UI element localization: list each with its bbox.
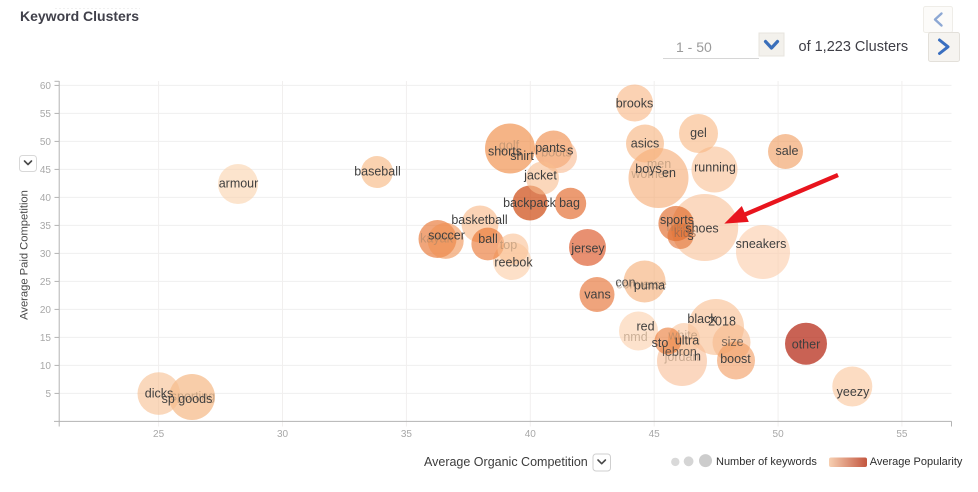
svg-text:brooks: brooks — [616, 97, 654, 111]
svg-text:40: 40 — [525, 429, 537, 440]
svg-text:25: 25 — [40, 277, 52, 288]
svg-text:reebok: reebok — [494, 256, 533, 270]
svg-text:golf: golf — [499, 139, 520, 153]
svg-text:40: 40 — [40, 193, 52, 204]
svg-text:sports: sports — [660, 213, 694, 227]
svg-text:nike: nike — [667, 220, 690, 234]
svg-text:boost: boost — [720, 352, 751, 366]
svg-text:baseball: baseball — [354, 165, 401, 179]
svg-text:sale: sale — [776, 144, 799, 158]
svg-text:55: 55 — [896, 429, 908, 440]
svg-text:kayak: kayak — [420, 232, 453, 246]
svg-text:dicks: dicks — [145, 387, 173, 401]
svg-text:1 - 50: 1 - 50 — [676, 39, 712, 55]
svg-text:25: 25 — [153, 429, 165, 440]
svg-text:basketball: basketball — [451, 213, 507, 227]
svg-text:vans: vans — [584, 288, 610, 302]
svg-text:10: 10 — [40, 361, 52, 372]
svg-text:45: 45 — [649, 429, 661, 440]
svg-text:Keyword Clusters: Keyword Clusters — [20, 8, 139, 24]
svg-text:size: size — [721, 335, 743, 349]
svg-text:puma: puma — [634, 279, 665, 293]
svg-text:35: 35 — [401, 429, 413, 440]
svg-text:30: 30 — [277, 429, 289, 440]
svg-text:women: women — [630, 167, 671, 181]
svg-text:50: 50 — [773, 429, 785, 440]
svg-text:soccer: soccer — [428, 229, 465, 243]
svg-text:shirt: shirt — [510, 149, 534, 163]
svg-text:red: red — [636, 320, 654, 334]
svg-text:backpack: backpack — [503, 196, 557, 210]
svg-text:5: 5 — [45, 389, 51, 400]
svg-text:Average Organic Competition: Average Organic Competition — [424, 455, 588, 469]
svg-text:s: s — [687, 229, 693, 243]
svg-text:sneakers: sneakers — [736, 237, 787, 251]
svg-text:15: 15 — [40, 333, 52, 344]
svg-text:other: other — [792, 338, 821, 352]
svg-text:of 1,223 Clusters: of 1,223 Clusters — [799, 39, 909, 55]
svg-text:white: white — [667, 329, 697, 343]
svg-text:sp goods: sp goods — [162, 392, 213, 406]
svg-text:45: 45 — [40, 165, 52, 176]
svg-text:20: 20 — [40, 305, 52, 316]
svg-text:pants: pants — [535, 141, 566, 155]
svg-text:jordan: jordan — [664, 350, 700, 364]
svg-text:jersey: jersey — [570, 242, 605, 256]
svg-text:sporting: sporting — [171, 390, 216, 404]
svg-text:shorts: shorts — [488, 145, 522, 159]
svg-text:nmd: nmd — [623, 330, 647, 344]
svg-text:Average Popularity: Average Popularity — [870, 456, 963, 468]
svg-text:boys: boys — [635, 162, 661, 176]
svg-text:55: 55 — [40, 109, 52, 120]
svg-text:sto: sto — [652, 336, 669, 350]
svg-text:asics: asics — [631, 137, 659, 151]
svg-text:Number of keywords: Number of keywords — [716, 456, 817, 468]
svg-text:kids: kids — [674, 226, 696, 240]
svg-text:s: s — [567, 144, 573, 158]
svg-text:35: 35 — [40, 221, 52, 232]
svg-text:Average Paid Competition: Average Paid Competition — [19, 190, 31, 320]
svg-text:ultra: ultra — [675, 334, 699, 348]
svg-text:30: 30 — [40, 249, 52, 260]
svg-text:60: 60 — [40, 81, 52, 92]
svg-text:men: men — [647, 157, 671, 171]
svg-text:h: h — [694, 350, 701, 364]
svg-text:boots: boots — [541, 146, 572, 160]
svg-text:yeezy: yeezy — [837, 385, 870, 399]
svg-text:armour: armour — [219, 177, 259, 191]
svg-text:jacket: jacket — [523, 169, 557, 183]
svg-text:running: running — [694, 161, 736, 175]
svg-text:shoes: shoes — [685, 222, 718, 236]
svg-text:con: con — [615, 276, 635, 290]
svg-text:gel: gel — [690, 126, 707, 140]
svg-text:converse: converse — [616, 278, 667, 292]
svg-text:en: en — [662, 166, 676, 180]
svg-text:top: top — [500, 238, 517, 252]
svg-text:lebron: lebron — [662, 345, 697, 359]
svg-text:2018: 2018 — [708, 315, 736, 329]
svg-text:ball: ball — [478, 232, 497, 246]
svg-text:50: 50 — [40, 137, 52, 148]
svg-text:bag: bag — [559, 196, 580, 210]
svg-text:black: black — [687, 312, 717, 326]
